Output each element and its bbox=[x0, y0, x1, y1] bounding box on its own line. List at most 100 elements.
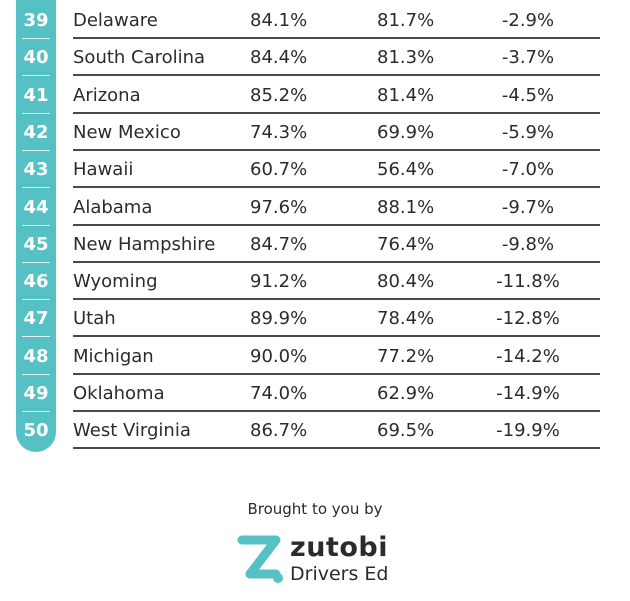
state-name: Arizona bbox=[73, 84, 141, 106]
zutobi-logo: zutobi Drivers Ed bbox=[236, 532, 396, 588]
change-cell: -7.0% bbox=[501, 159, 555, 181]
rank-number: 49 bbox=[23, 383, 49, 404]
value-2-cell: 76.4% bbox=[377, 233, 435, 255]
rank-divider bbox=[22, 373, 50, 375]
row-divider bbox=[73, 298, 600, 301]
table-row: 46 Wyoming 91.2% 80.4% -11.8% bbox=[0, 263, 630, 301]
value-2-cell: 81.7% bbox=[377, 10, 435, 31]
value-2-cell: 69.9% bbox=[377, 121, 435, 143]
table-row: 47 Utah 89.9% 78.4% -12.8% bbox=[0, 300, 630, 338]
state-name: Utah bbox=[73, 308, 116, 330]
rank-divider bbox=[22, 336, 50, 338]
value-1-cell: 85.2% bbox=[250, 84, 308, 106]
row-divider bbox=[73, 447, 600, 450]
change-cell: -5.9% bbox=[501, 121, 555, 143]
value-2-cell: 78.4% bbox=[377, 308, 435, 330]
value-1-cell: 60.7% bbox=[250, 159, 308, 181]
table-row: 44 Alabama 97.6% 88.1% -9.7% bbox=[0, 189, 630, 226]
value-2-cell: 80.4% bbox=[377, 271, 435, 293]
rank-divider bbox=[22, 299, 50, 301]
rank-number: 47 bbox=[23, 308, 49, 330]
rank-number: 50 bbox=[23, 420, 49, 442]
value-1-cell: 84.4% bbox=[250, 47, 308, 69]
rank-divider bbox=[22, 149, 50, 151]
row-divider bbox=[73, 111, 600, 114]
value-1-cell: 90.0% bbox=[250, 345, 308, 367]
table-row: 48 Michigan 90.0% 77.2% -14.2% bbox=[0, 338, 630, 375]
state-name: West Virginia bbox=[73, 420, 191, 442]
table-row: 42 New Mexico 74.3% 69.9% -5.9% bbox=[0, 114, 630, 151]
value-2-cell: 81.3% bbox=[377, 47, 435, 69]
table-row: 50 West Virginia 86.7% 69.5% -19.9% bbox=[0, 412, 630, 450]
state-name: Michigan bbox=[73, 345, 154, 367]
change-cell: -14.2% bbox=[496, 345, 560, 367]
rank-divider bbox=[22, 38, 50, 39]
table-row: 41 Arizona 85.2% 81.4% -4.5% bbox=[0, 77, 630, 114]
value-1-cell: 74.3% bbox=[250, 121, 308, 143]
value-2-cell: 56.4% bbox=[377, 159, 435, 181]
value-1-cell: 84.1% bbox=[250, 10, 308, 31]
value-2-cell: 88.1% bbox=[377, 196, 435, 218]
state-name: Oklahoma bbox=[73, 383, 165, 404]
value-1-cell: 91.2% bbox=[250, 271, 308, 293]
brand-name: zutobi bbox=[290, 532, 388, 563]
rank-divider bbox=[22, 112, 50, 114]
value-2-cell: 69.5% bbox=[377, 420, 435, 442]
state-name: South Carolina bbox=[73, 47, 206, 69]
row-divider bbox=[73, 37, 600, 39]
rank-number: 39 bbox=[23, 10, 49, 31]
brand-subtitle: Drivers Ed bbox=[290, 563, 389, 585]
rank-number: 48 bbox=[23, 345, 49, 367]
change-cell: -9.7% bbox=[501, 196, 555, 218]
rank-divider bbox=[22, 75, 50, 77]
rank-divider bbox=[22, 224, 50, 226]
row-divider bbox=[73, 186, 600, 189]
value-1-cell: 97.6% bbox=[250, 196, 308, 218]
value-1-cell: 84.7% bbox=[250, 233, 308, 255]
change-cell: -3.7% bbox=[501, 47, 555, 69]
change-cell: -14.9% bbox=[496, 383, 560, 404]
change-cell: -11.8% bbox=[496, 271, 560, 293]
value-2-cell: 62.9% bbox=[377, 383, 435, 404]
rank-divider bbox=[22, 261, 50, 263]
table-row: 43 Hawaii 60.7% 56.4% -7.0% bbox=[0, 151, 630, 189]
state-name: Delaware bbox=[73, 10, 158, 31]
rank-divider bbox=[22, 187, 50, 189]
value-2-cell: 81.4% bbox=[377, 84, 435, 106]
row-divider bbox=[73, 223, 600, 226]
table-row: 40 South Carolina 84.4% 81.3% -3.7% bbox=[0, 39, 630, 77]
row-divider bbox=[73, 410, 600, 412]
value-1-cell: 86.7% bbox=[250, 420, 308, 442]
row-divider bbox=[73, 372, 600, 375]
row-divider bbox=[73, 260, 600, 263]
table-row: 49 Oklahoma 74.0% 62.9% -14.9% bbox=[0, 375, 630, 412]
state-name: Wyoming bbox=[73, 271, 158, 293]
state-name: Hawaii bbox=[73, 159, 134, 181]
zutobi-z-logo-icon bbox=[237, 535, 283, 583]
rank-divider bbox=[22, 411, 50, 412]
state-name: New Mexico bbox=[73, 121, 181, 143]
state-name: Alabama bbox=[73, 196, 153, 218]
change-cell: -2.9% bbox=[501, 10, 555, 31]
value-1-cell: 74.0% bbox=[250, 383, 308, 404]
brought-to-you-text: Brought to you by bbox=[247, 500, 383, 518]
rank-number: 44 bbox=[23, 196, 49, 218]
change-cell: -4.5% bbox=[501, 84, 555, 106]
rank-number: 42 bbox=[23, 121, 49, 143]
rank-number: 45 bbox=[23, 233, 49, 255]
rank-number: 43 bbox=[23, 159, 49, 181]
value-2-cell: 77.2% bbox=[377, 345, 435, 367]
row-divider bbox=[73, 148, 600, 151]
change-cell: -12.8% bbox=[496, 308, 560, 330]
row-divider bbox=[73, 74, 600, 77]
table-row: 45 New Hampshire 84.7% 76.4% -9.8% bbox=[0, 226, 630, 263]
rank-number: 46 bbox=[23, 271, 49, 293]
row-divider bbox=[73, 335, 600, 338]
state-name: New Hampshire bbox=[73, 233, 216, 255]
rank-number: 41 bbox=[23, 84, 49, 106]
change-cell: -9.8% bbox=[501, 233, 555, 255]
change-cell: -19.9% bbox=[496, 420, 560, 442]
table-row: 39 Delaware 84.1% 81.7% -2.9% bbox=[0, 2, 630, 39]
rank-number: 40 bbox=[23, 47, 49, 69]
value-1-cell: 89.9% bbox=[250, 308, 308, 330]
